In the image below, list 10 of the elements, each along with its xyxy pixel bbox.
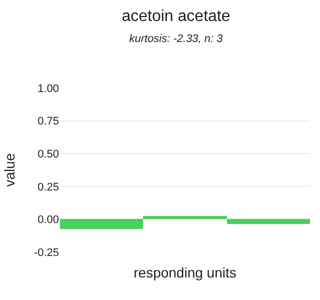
chart-title: acetoin acetate — [122, 8, 230, 25]
y-tick-label: 0.50 — [38, 148, 59, 160]
y-tick-label: 0.25 — [38, 181, 59, 194]
y-tick-label: -0.25 — [34, 246, 59, 259]
chart-subtitle: kurtosis: -2.33, n: 3 — [129, 32, 224, 45]
y-tick-label: 0.00 — [38, 214, 59, 226]
y-tick-label: 0.75 — [38, 116, 59, 128]
y-tick-label: 1.00 — [38, 82, 59, 95]
x-axis-title: responding units — [134, 264, 236, 280]
y-axis-title: value — [2, 153, 18, 187]
